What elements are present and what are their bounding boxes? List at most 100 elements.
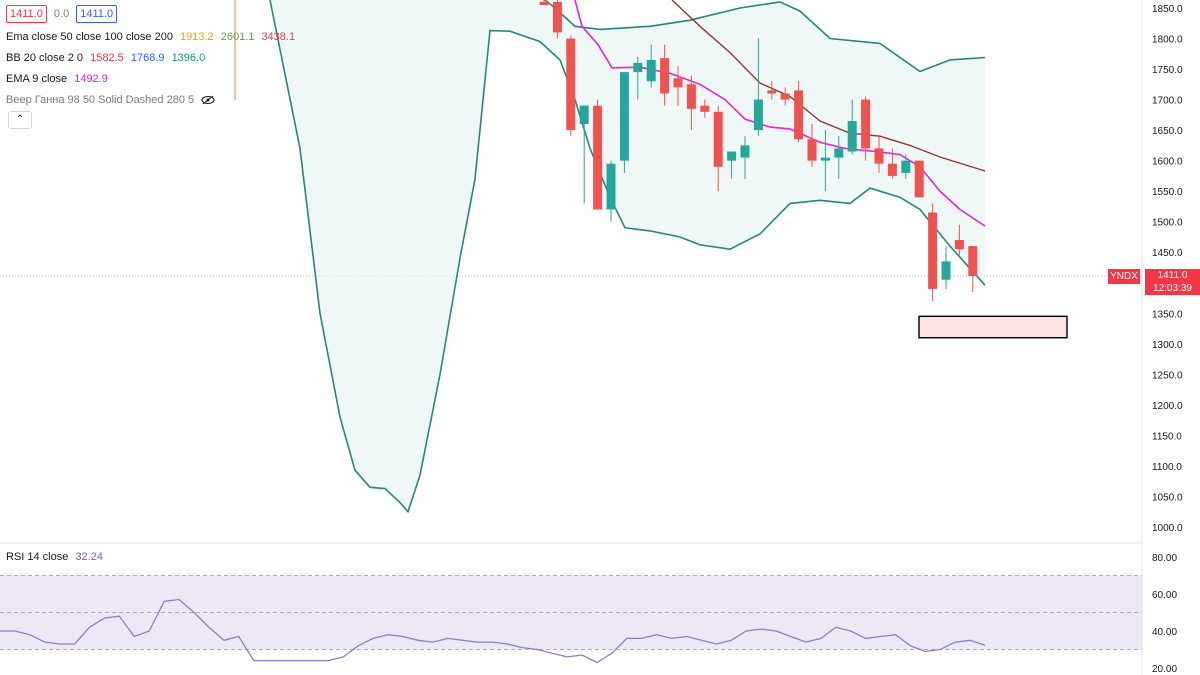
candle-body: [713, 111, 723, 167]
rsi-tick-label: 60.00: [1152, 590, 1177, 601]
price-pill-2[interactable]: 1411.0: [76, 5, 118, 23]
candle-body: [593, 105, 603, 210]
candle-body: [834, 148, 844, 158]
price-tick-label: 1450.0: [1152, 248, 1183, 259]
price-pill[interactable]: 1411.0: [6, 5, 47, 23]
bb-basis-value: 1582.5: [90, 52, 124, 64]
price-tick-label: 1550.0: [1152, 187, 1183, 198]
candle-body: [914, 160, 924, 198]
candle: [834, 136, 844, 179]
candle: [606, 160, 616, 222]
last-price-label: 1411.0 12:03:39: [1145, 269, 1200, 295]
candle-body: [887, 163, 897, 176]
ema-slow-line: [671, 0, 986, 172]
candle: [593, 99, 603, 210]
price-tick-label: 1050.0: [1152, 492, 1183, 503]
candle: [767, 81, 777, 100]
candle-body: [794, 90, 804, 140]
candle-body: [633, 62, 643, 73]
price-tick-label: 1800.0: [1152, 35, 1183, 46]
candle-body: [901, 160, 911, 173]
candle: [566, 35, 576, 137]
candle-body: [968, 246, 978, 277]
candle-body: [686, 84, 696, 109]
candle: [847, 99, 857, 155]
candle: [633, 56, 643, 100]
candles[interactable]: [539, 0, 1068, 339]
candle-body: [807, 139, 817, 161]
ema-legend-label: Ema close 50 close 100 close 200: [6, 31, 173, 43]
price-tick-label: 1150.0: [1152, 431, 1182, 442]
candle: [780, 87, 790, 106]
candle: [713, 105, 723, 192]
candle-body: [660, 58, 670, 94]
candle-body: [673, 78, 683, 88]
candle-body: [539, 1, 549, 5]
rsi-line: [0, 598, 986, 664]
price-axis-bg: [1142, 0, 1200, 675]
candle: [619, 72, 629, 173]
candle: [753, 38, 763, 137]
rsi-pane[interactable]: [0, 575, 1142, 664]
ema9-legend-label: EMA 9 close: [6, 73, 68, 85]
candle: [968, 246, 978, 292]
candle: [941, 246, 951, 289]
price-tick-label: 1500.0: [1152, 218, 1183, 229]
candle-body: [928, 212, 938, 289]
price-tick-label: 1100.0: [1152, 462, 1182, 473]
bb-fill: [270, 0, 985, 512]
price-tick-label: 1350.0: [1152, 309, 1183, 320]
eye-hidden-icon[interactable]: [201, 95, 215, 105]
price-axis[interactable]: 1000.0 1050.0 1100.0 1150.0 1200.0 1250.0 1300…: [1141, 0, 1200, 675]
bb-upper-value: 1768.9: [130, 52, 165, 64]
candle-body: [954, 240, 964, 250]
candle-body: [847, 120, 857, 152]
candle: [673, 66, 683, 106]
rsi-legend[interactable]: RSI 14 close 32.24: [6, 551, 103, 563]
candle-body: [780, 93, 790, 100]
candle: [807, 124, 817, 167]
ema-legend[interactable]: Ema close 50 close 100 close 200 1913.2 …: [6, 31, 299, 43]
rsi-legend-label: RSI 14 close: [6, 551, 69, 563]
bar-countdown: 12:03:39: [1153, 283, 1192, 294]
candle-body: [646, 59, 656, 82]
candle-body: [861, 99, 871, 149]
price-tick-label: 1750.0: [1152, 65, 1183, 76]
grid: [0, 275, 1142, 544]
price-tick-label: 1200.0: [1152, 401, 1183, 412]
price-tick-label: 1850.0: [1152, 4, 1183, 15]
candle: [646, 44, 656, 88]
candle-body: [740, 145, 750, 158]
candle-body: [941, 261, 951, 280]
ema9-legend[interactable]: EMA 9 close 1492.9: [6, 73, 112, 85]
bb-lower-value: 1396.0: [171, 52, 206, 64]
candle-body: [874, 148, 884, 164]
gann-legend[interactable]: Веер Ганна 98 50 Solid Dashed 280 5: [6, 94, 215, 106]
candle: [727, 151, 737, 179]
price-pills: 1411.0 0.0 1411.0: [6, 5, 121, 23]
price-tick-label: 1300.0: [1152, 340, 1183, 351]
candle-body: [619, 72, 629, 161]
ema-200-value: 3438.1: [261, 31, 296, 43]
gann-legend-label: Веер Ганна 98 50 Solid Dashed 280 5: [6, 94, 195, 106]
candle: [874, 136, 884, 173]
bb-legend[interactable]: BB 20 close 2 0 1582.5 1768.9 1396.0: [6, 52, 209, 64]
last-price: 1411.0: [1157, 270, 1188, 281]
candle-body: [606, 163, 616, 210]
price-tick-label: 1250.0: [1152, 370, 1183, 381]
candle: [914, 160, 924, 198]
price-tick-label: 1700.0: [1152, 96, 1183, 107]
rsi-tick-label: 20.00: [1152, 664, 1177, 675]
candle-body: [579, 105, 589, 125]
rsi-tick-label: 80.00: [1152, 553, 1177, 564]
candle: [954, 224, 964, 256]
candle: [740, 136, 750, 179]
candle: [928, 203, 938, 302]
candle: [686, 75, 696, 131]
bb-upper-line: [543, 0, 986, 73]
bb-legend-label: BB 20 close 2 0: [6, 52, 84, 64]
collapse-legend-button[interactable]: ⌃: [8, 111, 32, 129]
chevron-up-icon: ⌃: [15, 114, 25, 125]
candle: [539, 0, 549, 5]
